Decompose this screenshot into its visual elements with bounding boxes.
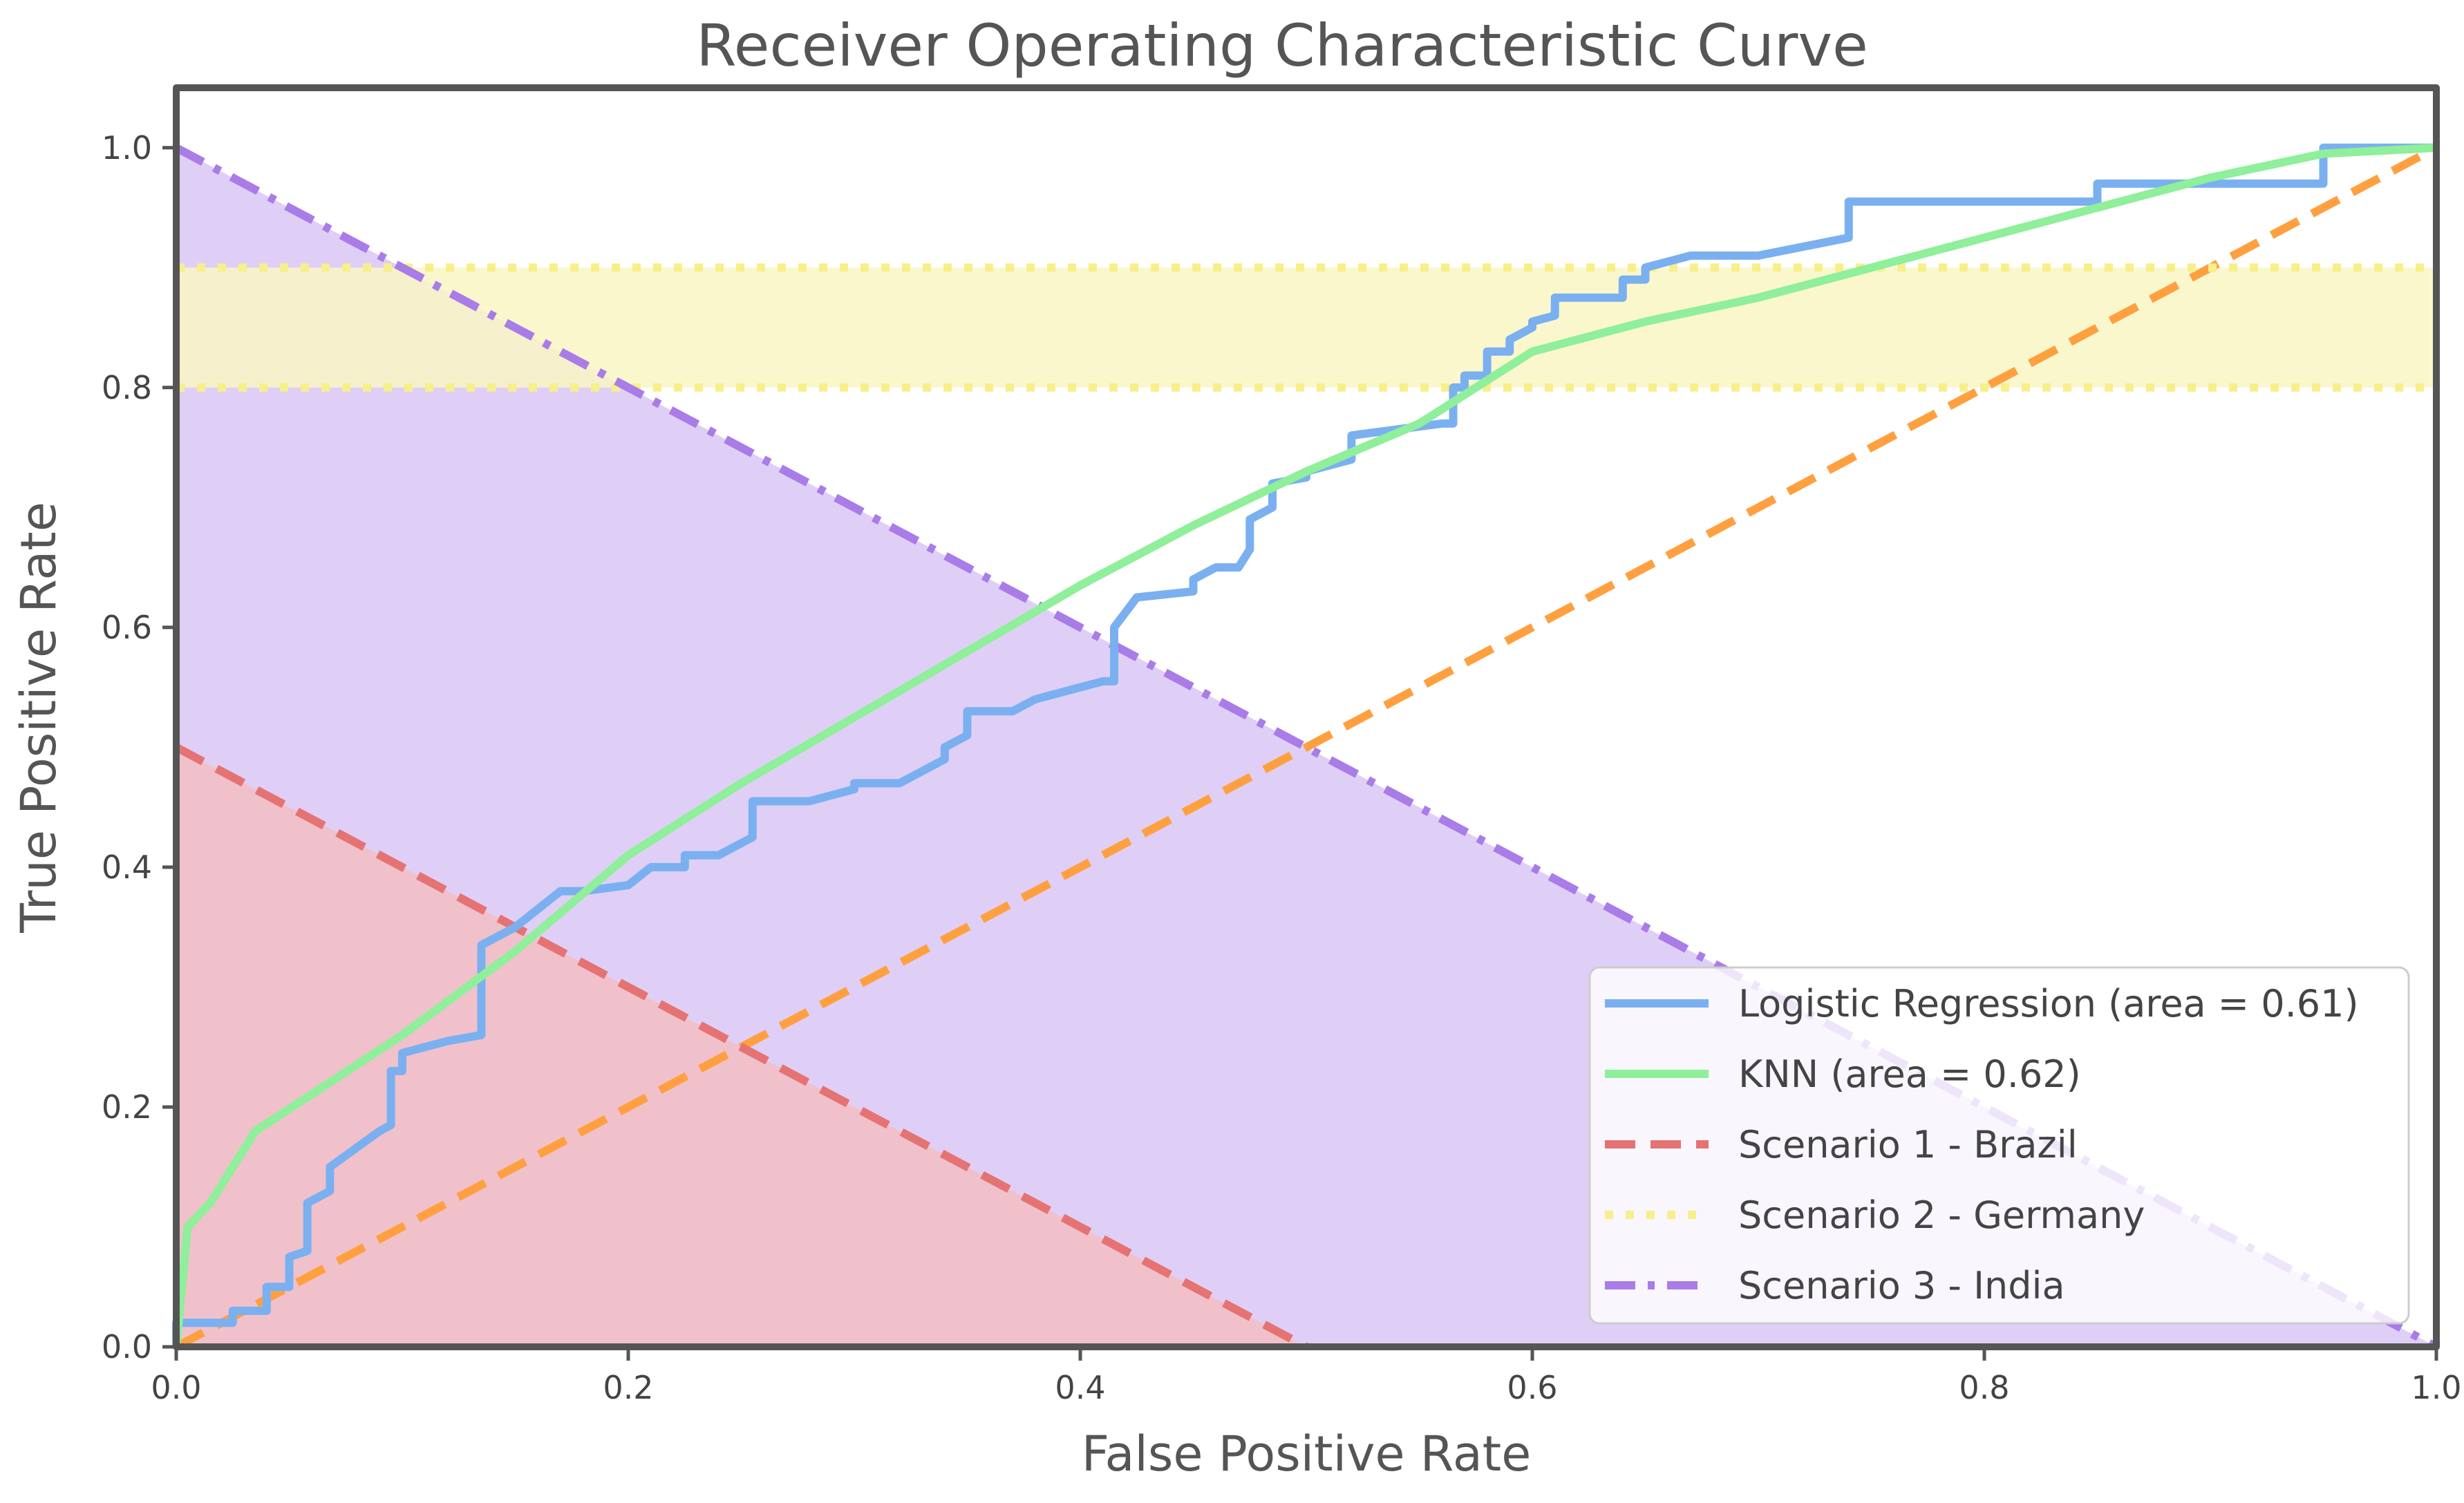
y-tick-label: 0.4 [102, 849, 152, 886]
legend-box [1588, 966, 2410, 1325]
y-tick-label: 0.8 [102, 369, 152, 406]
reference-diagonal-line [174, 144, 2438, 1351]
y-tick-label: 1.0 [102, 129, 152, 167]
legend-label: Scenario 2 - Germany [1738, 1193, 2145, 1237]
legend-label: Logistic Regression (area = 0.61) [1738, 982, 2359, 1025]
logistic-regression-curve [172, 143, 2436, 1347]
x-tick-label: 0.2 [603, 1369, 653, 1406]
legend: Logistic Regression (area = 0.61) KNN (ar… [1588, 966, 2410, 1325]
knn-curve [172, 143, 2437, 1348]
x-tick-label: 0.0 [151, 1369, 201, 1406]
legend-label: Scenario 1 - Brazil [1738, 1123, 2078, 1166]
y-tick-label: 0.6 [102, 609, 152, 646]
y-tick-label: 0.2 [102, 1088, 152, 1126]
x-tick-label: 0.8 [1959, 1369, 2009, 1406]
y-tick-label: 0.0 [102, 1328, 152, 1365]
legend-label: Scenario 3 - India [1738, 1264, 2065, 1307]
scenario-1-brazil-line [174, 744, 1308, 1351]
scenario-2-germany-fill [176, 267, 2436, 388]
x-tick-label: 0.6 [1507, 1369, 1557, 1406]
x-tick-label: 0.4 [1055, 1369, 1105, 1406]
plot-frame [173, 84, 2440, 1350]
chart-title: Receiver Operating Characteristic Curve [696, 12, 1868, 79]
x-axis-label: False Positive Rate [1082, 1426, 1532, 1482]
y-axis-label: True Positive Rate [10, 502, 67, 934]
legend-label: KNN (area = 0.62) [1738, 1052, 2081, 1096]
x-tick-label: 1.0 [2411, 1369, 2461, 1406]
